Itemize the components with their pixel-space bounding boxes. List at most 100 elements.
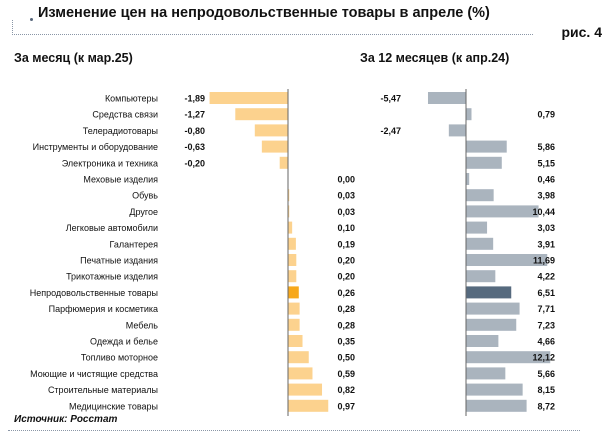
- data-label: 0,00: [337, 175, 355, 185]
- data-label: 0,26: [337, 288, 355, 298]
- bar-1-13: [466, 302, 520, 315]
- category-label: Моющие и чистящие средства: [30, 369, 158, 379]
- bar-1-11: [466, 270, 496, 283]
- bar-1-4: [466, 156, 502, 169]
- bar-0-15: [288, 335, 303, 347]
- category-label: Парфюмерия и косметика: [49, 304, 158, 314]
- data-label: 5,15: [537, 158, 555, 168]
- category-label: Средства связи: [92, 110, 158, 120]
- data-label: 4,22: [537, 272, 555, 282]
- bar-0-11: [288, 270, 297, 283]
- data-label: 0,28: [337, 320, 355, 330]
- chart-title: Изменение цен на непродовольственные тов…: [38, 5, 490, 21]
- bar-0-14: [288, 318, 300, 331]
- data-label: 6,51: [537, 288, 555, 298]
- data-label: 12,12: [532, 353, 555, 363]
- source-note: Источник: Росстат: [14, 414, 118, 425]
- bar-0-16: [288, 351, 309, 364]
- bar-0-8: [288, 221, 293, 234]
- category-label: Непродовольственные товары: [30, 288, 158, 298]
- data-label: 3,91: [537, 239, 555, 249]
- data-label: 0,50: [337, 353, 355, 363]
- bar-1-1: [466, 108, 472, 121]
- data-label: -0,80: [184, 126, 205, 136]
- data-label: 0,59: [337, 369, 355, 379]
- data-label: 0,20: [337, 256, 355, 266]
- category-label: Одежда и белье: [90, 337, 158, 347]
- data-label: 5,66: [537, 369, 555, 379]
- data-label: 0,19: [337, 239, 355, 249]
- bar-0-3: [261, 140, 288, 153]
- data-label: 0,03: [337, 191, 355, 201]
- title-bullet: [30, 18, 33, 21]
- data-label: 10,44: [532, 207, 555, 217]
- bar-0-6: [288, 189, 290, 202]
- category-label: Другое: [129, 207, 158, 217]
- category-label: Инструменты и оборудование: [33, 142, 158, 152]
- bar-0-13: [288, 302, 300, 315]
- data-label: 0,28: [337, 304, 355, 314]
- bar-0-19: [288, 399, 329, 412]
- data-label: 3,98: [537, 191, 555, 201]
- data-label: 8,72: [537, 401, 555, 411]
- bar-1-8: [466, 221, 488, 234]
- bar-1-7: [466, 205, 539, 218]
- bar-1-14: [466, 318, 517, 331]
- bar-0-1: [235, 108, 288, 121]
- category-label: Мебель: [126, 320, 159, 330]
- right-panel-title: За 12 месяцев (к апр.24): [360, 51, 510, 65]
- bar-0-0: [209, 92, 288, 104]
- bar-0-4: [279, 156, 288, 169]
- category-label: Строительные материалы: [48, 385, 158, 395]
- data-label: -0,20: [184, 158, 205, 168]
- data-label: -0,63: [184, 142, 205, 152]
- data-label: -2,47: [380, 126, 401, 136]
- bar-1-15: [466, 335, 499, 347]
- bar-1-17: [466, 367, 506, 380]
- category-label: Электроника и техника: [62, 158, 158, 168]
- bar-1-12: [466, 286, 512, 299]
- data-label: 0,10: [337, 223, 355, 233]
- data-label: -5,47: [380, 94, 401, 104]
- data-label: 0,35: [337, 337, 355, 347]
- category-label: Галантерея: [109, 239, 158, 249]
- bar-1-18: [466, 383, 523, 396]
- category-label: Трикотажные изделия: [66, 272, 158, 282]
- category-label: Медицинские товары: [69, 401, 158, 411]
- bar-0-10: [288, 254, 297, 266]
- bar-0-12: [288, 286, 299, 299]
- data-label: -1,89: [184, 94, 205, 104]
- data-label: -1,27: [184, 110, 205, 120]
- category-label: Компьютеры: [105, 94, 158, 104]
- title-frame: [12, 20, 533, 35]
- bar-1-2: [448, 124, 466, 137]
- category-label: Легковые автомобили: [66, 223, 158, 233]
- data-label: 7,71: [537, 304, 555, 314]
- bar-0-2: [254, 124, 288, 137]
- left-panel-title: За месяц (к мар.25): [14, 51, 133, 65]
- category-label: Печатные издания: [80, 256, 158, 266]
- data-label: 4,66: [537, 337, 555, 347]
- bar-1-16: [466, 351, 551, 364]
- bar-1-9: [466, 237, 494, 250]
- data-label: 0,82: [337, 385, 355, 395]
- data-label: 11,69: [533, 256, 555, 266]
- category-label: Топливо моторное: [81, 353, 158, 363]
- data-label: 7,23: [537, 320, 555, 330]
- bar-0-7: [288, 205, 290, 218]
- bar-1-5: [466, 173, 470, 185]
- bar-0-9: [288, 237, 296, 250]
- data-label: 8,15: [537, 385, 555, 395]
- bar-1-0: [427, 92, 466, 104]
- bar-1-10: [466, 254, 548, 266]
- data-label: 3,03: [537, 223, 555, 233]
- bar-0-17: [288, 367, 313, 380]
- category-label: Меховые изделия: [83, 175, 158, 185]
- data-label: 0,46: [537, 175, 555, 185]
- footer-divider: [8, 430, 580, 431]
- data-label: 5,86: [537, 142, 555, 152]
- category-label: Телерадиотовары: [83, 126, 158, 136]
- data-label: 0,03: [337, 207, 355, 217]
